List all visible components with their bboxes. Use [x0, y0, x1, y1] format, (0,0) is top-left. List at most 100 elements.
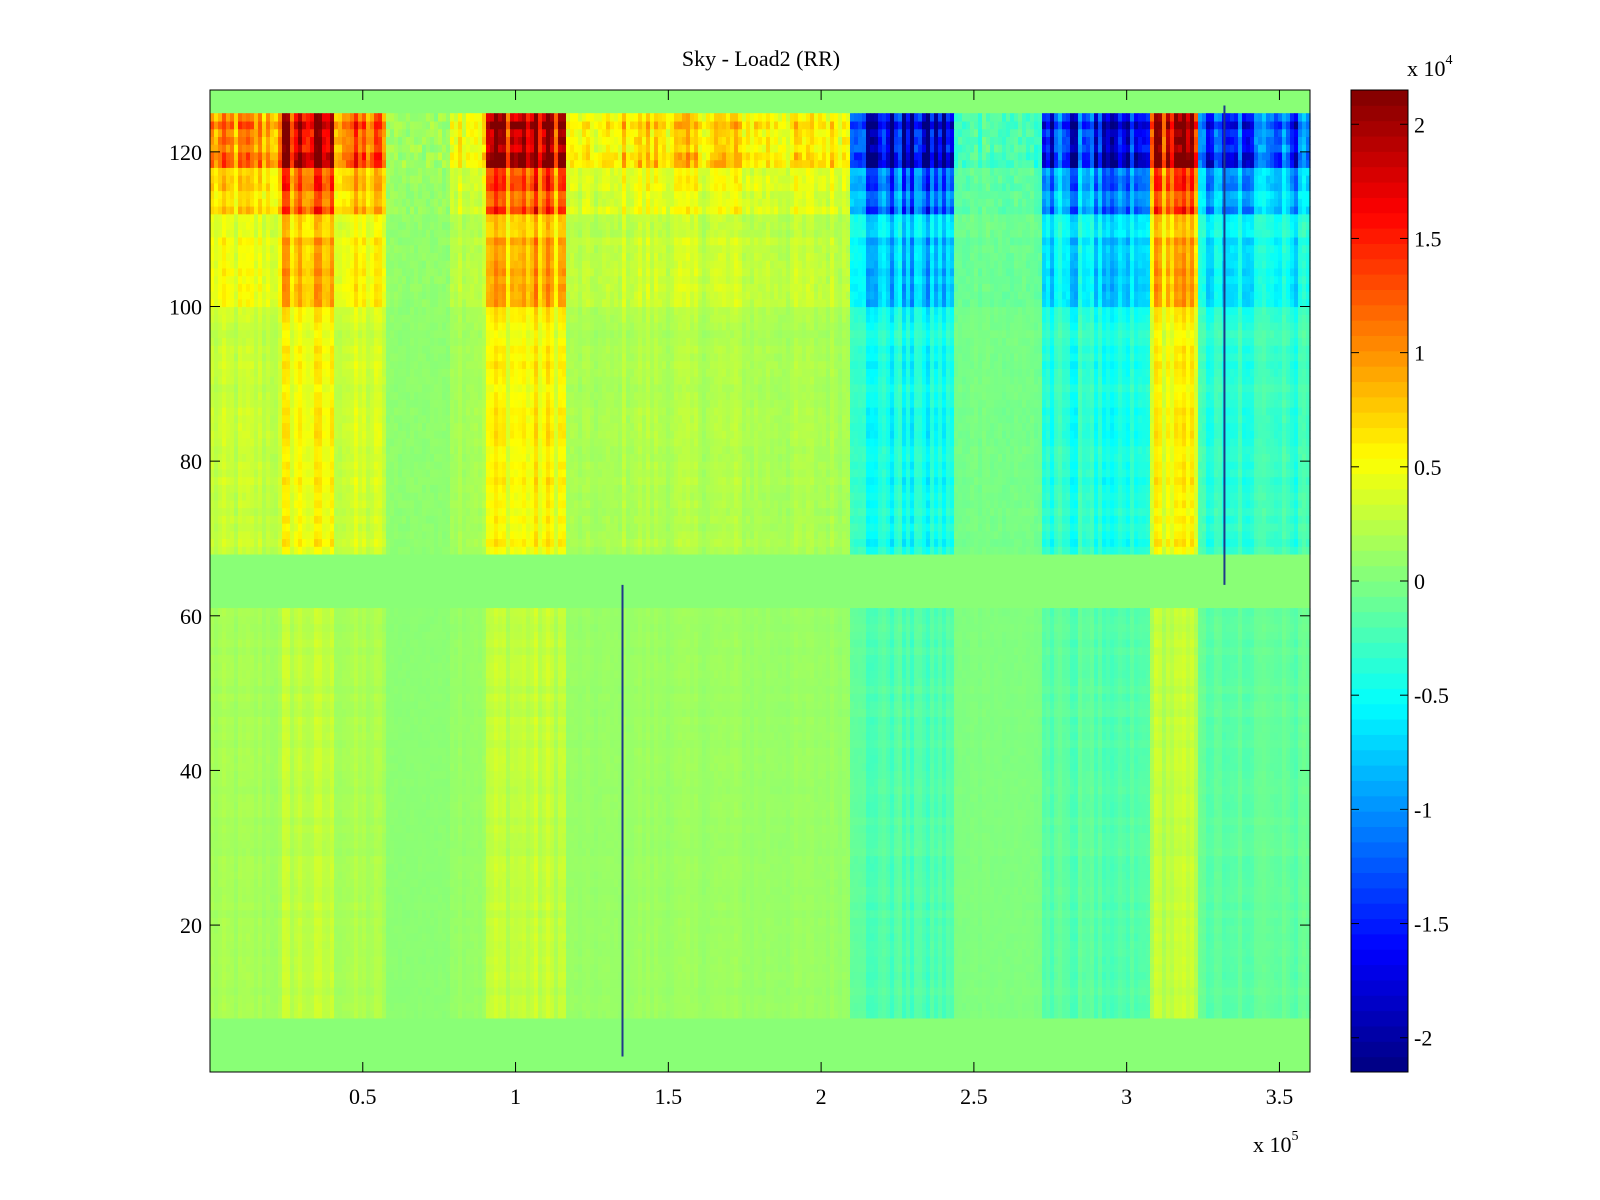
heatmap-cell — [762, 932, 767, 942]
heatmap-cell — [450, 971, 455, 980]
heatmap-cell — [446, 971, 451, 980]
heatmap-cell — [450, 940, 455, 949]
heatmap-cell — [282, 917, 287, 926]
heatmap-cell — [378, 886, 383, 895]
heatmap-cell — [362, 1010, 367, 1019]
heatmap-cell — [522, 932, 527, 942]
heatmap-cell — [322, 878, 327, 888]
heatmap-cell — [734, 940, 739, 949]
heatmap-cell — [1118, 956, 1123, 965]
heatmap-cell — [1206, 901, 1211, 911]
heatmap-cell — [486, 925, 491, 934]
heatmap-cell — [458, 917, 463, 926]
heatmap-cell — [318, 894, 323, 903]
heatmap-cell — [426, 901, 431, 911]
heatmap-cell — [1150, 994, 1155, 1004]
heatmap-cell — [330, 963, 335, 973]
heatmap-cell — [850, 925, 855, 934]
heatmap-cell — [874, 986, 879, 996]
heatmap-cell — [462, 963, 467, 973]
heatmap-cell — [1182, 917, 1187, 926]
heatmap-cell — [1214, 948, 1219, 957]
heatmap-cell — [438, 894, 443, 903]
heatmap-cell — [1090, 986, 1095, 996]
heatmap-cell — [762, 886, 767, 895]
heatmap-cell — [618, 948, 623, 957]
heatmap-cell — [1082, 948, 1087, 957]
heatmap-cell — [934, 971, 939, 980]
heatmap-cell — [1242, 917, 1247, 926]
heatmap-cell — [462, 940, 467, 949]
heatmap-cell — [910, 894, 915, 903]
heatmap-cell — [954, 1002, 959, 1011]
heatmap-cell — [222, 963, 227, 973]
heatmap-cell — [1186, 909, 1191, 918]
heatmap-cell — [1142, 1010, 1147, 1019]
heatmap-cell — [854, 909, 859, 918]
heatmap-cell — [418, 940, 423, 949]
heatmap-cell — [646, 1002, 651, 1011]
heatmap-cell — [622, 1002, 627, 1011]
heatmap-cell — [598, 878, 603, 888]
heatmap-cell — [1026, 886, 1031, 895]
heatmap-cell — [798, 979, 803, 988]
heatmap-cell — [226, 1002, 231, 1011]
heatmap-cell — [858, 932, 863, 942]
heatmap-cell — [1114, 917, 1119, 926]
heatmap-cell — [390, 870, 395, 880]
heatmap-cell — [430, 948, 435, 957]
heatmap-cell — [334, 901, 339, 911]
heatmap-cell — [770, 948, 775, 957]
heatmap-cell — [1002, 894, 1007, 903]
heatmap-cell — [822, 994, 827, 1004]
heatmap-cell — [1254, 986, 1259, 996]
heatmap-cell — [790, 940, 795, 949]
heatmap-cell — [798, 1002, 803, 1011]
heatmap-cell — [250, 994, 255, 1004]
heatmap-cell — [1102, 940, 1107, 949]
heatmap-cell — [1286, 894, 1291, 903]
heatmap-cell — [582, 901, 587, 911]
heatmap-cell — [938, 917, 943, 926]
heatmap-cell — [1230, 1010, 1235, 1019]
heatmap-cell — [402, 971, 407, 980]
heatmap-cell — [1302, 971, 1307, 980]
heatmap-cell — [598, 994, 603, 1004]
heatmap-cell — [806, 1002, 811, 1011]
heatmap-cell — [522, 925, 527, 934]
heatmap-cell — [978, 986, 983, 996]
heatmap-cell — [946, 909, 951, 918]
heatmap-cell — [550, 909, 555, 918]
heatmap-cell — [390, 994, 395, 1004]
heatmap-cell — [250, 979, 255, 988]
heatmap-cell — [1150, 886, 1155, 895]
heatmap-cell — [810, 894, 815, 903]
heatmap-cell — [458, 948, 463, 957]
heatmap-cell — [698, 963, 703, 973]
heatmap-cell — [730, 886, 735, 895]
heatmap-cell — [746, 932, 751, 942]
heatmap-cell — [782, 994, 787, 1004]
heatmap-cell — [1006, 925, 1011, 934]
heatmap-cell — [1286, 986, 1291, 996]
heatmap-cell — [546, 878, 551, 888]
heatmap-cell — [710, 948, 715, 957]
heatmap-cell — [982, 979, 987, 988]
heatmap-cell — [230, 963, 235, 973]
heatmap-cell — [798, 894, 803, 903]
heatmap-cell — [1046, 956, 1051, 965]
heatmap-cell — [1230, 886, 1235, 895]
heatmap-cell — [758, 878, 763, 888]
heatmap-cell — [554, 956, 559, 965]
heatmap-cell — [490, 894, 495, 903]
heatmap-cell — [210, 948, 215, 957]
heatmap-cell — [386, 940, 391, 949]
heatmap-cell — [1038, 1002, 1043, 1011]
heatmap-cell — [278, 917, 283, 926]
heatmap-cell — [1070, 932, 1075, 942]
heatmap-cell — [970, 1002, 975, 1011]
heatmap-cell — [942, 948, 947, 957]
heatmap-cell — [1214, 901, 1219, 911]
heatmap-cell — [222, 925, 227, 934]
heatmap-cell — [330, 870, 335, 880]
